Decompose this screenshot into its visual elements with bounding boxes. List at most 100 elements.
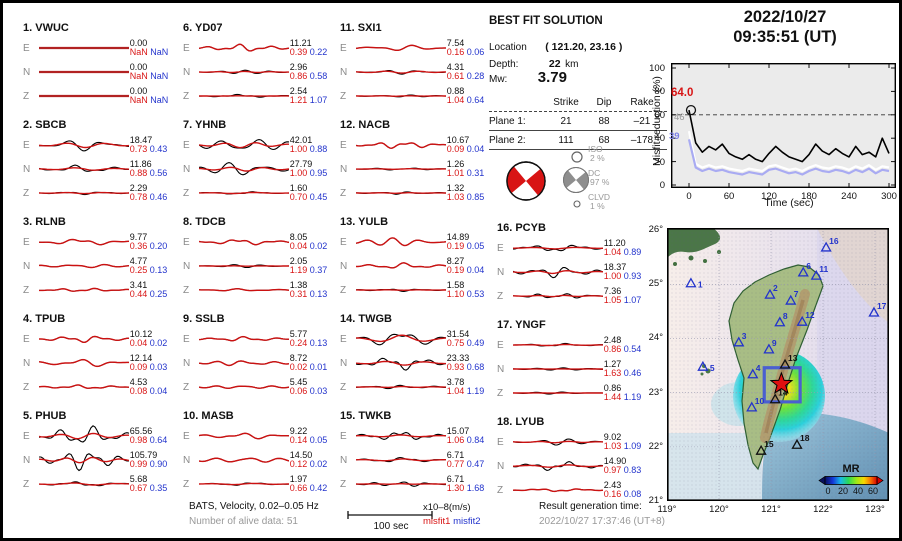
station-marker-16 [820,241,832,252]
synthetic-trace [198,432,289,440]
misfit1-value: 0.39 [289,47,308,57]
channel-label: Z [183,478,190,490]
synthetic-trace [512,488,603,493]
misfit1-value: 0.73 [129,144,148,154]
misfit-ytick-label: 100 [649,63,665,74]
waveform-trace [512,391,603,395]
waveform-trace [512,488,603,493]
station-title: 1. VWUC [23,22,69,34]
channel-values: 1.27 1.63 0.46 [603,359,649,379]
misfit1-value: 0.99 [129,459,148,469]
misfit1-value: NaN [129,47,148,57]
channel-row-TPUB-E: E 10.12 0.04 0.02 [23,327,175,351]
channel-label: Z [340,90,347,102]
channel-label: E [23,430,30,442]
synthetic-trace [512,269,603,275]
channel-values: 0.86 1.44 1.19 [604,383,649,403]
misfit2-value: NaN [150,95,169,105]
misfit2-value: 0.37 [309,265,328,275]
station-TWKB: 15. TWKB E 15.07 1.06 0.84 N 6.71 0.77 0.47 Z 6.… [340,405,492,496]
station-marker-13 [779,358,791,369]
plane2-label: Plane 2: [489,134,526,146]
col-dip: Dip [596,96,612,108]
station-number-label: 4 [756,363,761,373]
misfit2-value: 0.28 [466,71,485,81]
misfit-xtick-label: 180 [801,191,817,202]
colorbar-tick-label: 20 [838,486,848,496]
station-number-label: 15 [764,439,774,449]
synthetic-trace [38,263,129,269]
waveform-trace [38,191,129,196]
misfit-reduction-plot [671,63,896,188]
time-scalebar [347,511,433,519]
channel-values: 8.05 0.04 0.02 [290,232,335,252]
channel-label: N [23,454,31,466]
iso-component: ISO 2 % [588,145,605,163]
max-amplitude: 5.77 [289,328,308,339]
waveform-trace [38,263,129,269]
misfit1-value: 0.31 [289,289,308,299]
max-amplitude: 2.96 [289,61,308,72]
map-lon-label: 119° [657,504,677,515]
station-number-label: 8 [783,311,788,321]
misfit2-value: 0.42 [309,483,328,493]
misfit2-value: 0.88 [309,144,328,154]
channel-values: 2.48 0.86 0.54 [603,334,649,355]
misfit2-value: 0.43 [149,144,168,154]
map-lon-label: 121° [761,504,781,515]
max-amplitude: 4.31 [446,61,465,72]
channel-values: 10.12 0.04 0.02 [130,329,175,349]
station-marker-10 [746,401,758,412]
misfit1-value: 0.09 [446,144,465,154]
station-title: 13. YULB [340,216,389,228]
channel-row-SSLB-Z: Z 5.45 0.06 0.03 [183,375,335,399]
misfit2-value: NaN [150,47,169,57]
channel-values: 2.96 0.86 0.58 [289,61,335,82]
max-amplitude: 12.14 [129,352,153,363]
channel-row-TWGB-Z: Z 3.78 1.04 1.19 [340,375,492,399]
channel-values: 1.26 1.01 0.31 [447,159,492,179]
synthetic-trace [198,335,289,342]
channel-row-YHNB-N: N 27.79 1.00 0.95 [183,157,335,181]
channel-row-SXI1-N: N 4.31 0.61 0.28 [340,60,492,84]
channel-values: 5.68 0.67 0.35 [129,473,175,494]
waveform-trace [355,142,446,149]
waveform-trace [355,94,446,98]
station-marker-7 [785,294,797,305]
max-amplitude: 2.48 [603,334,622,345]
plane2-rake: –178 [630,134,654,146]
channel-row-SXI1-E: E 7.54 0.16 0.06 [340,36,492,60]
channel-label: Z [23,284,30,296]
misfit1-value: 1.04 [446,95,465,105]
synthetic-trace [512,440,603,444]
max-amplitude: 5.68 [129,473,148,484]
misfit1-value: 1.30 [446,483,465,493]
max-amplitude: 31.54 [446,328,470,339]
waveform-trace [355,481,446,487]
channel-row-TWGB-E: E 31.54 0.75 0.49 [340,327,492,351]
channel-values: 6.71 0.77 0.47 [447,450,492,470]
channel-values: 2.05 1.19 0.37 [290,256,335,276]
channel-label: N [340,260,348,272]
plane1-label: Plane 1: [489,115,526,127]
plane1-strike: 21 [560,115,572,127]
synthetic-trace [355,142,446,149]
channel-label: N [23,66,31,78]
station-number-label: 9 [772,338,777,348]
channel-label: Z [497,484,504,496]
dc-component: DC 97 % [588,169,609,187]
misfit2-value: 0.13 [149,265,168,275]
station-number-label: 17 [877,301,887,311]
amplitude-units: x10–8(m/s) [423,502,471,513]
station-title: 9. SSLB [183,313,225,325]
misfit1-value: 1.63 [603,368,622,378]
station-title: 16. PCYB [497,222,546,234]
waveform-column-3: 11. SXI1 E 7.54 0.16 0.06 N 4.31 0.61 0.28 Z 0.8… [340,17,492,502]
station-SBCB: 2. SBCB E 18.47 0.73 0.43 N 11.86 0.88 0.56 Z 2.… [23,114,175,205]
channel-values: 2.54 1.21 1.07 [290,86,335,106]
channel-row-TDCB-E: E 8.05 0.04 0.02 [183,230,335,254]
station-marker-2 [764,288,776,299]
misfit2-value: 0.83 [623,465,642,475]
station-NACB: 12. NACB E 10.67 0.09 0.04 N 1.26 1.01 0.31 Z 1.… [340,114,492,205]
waveform-trace [38,46,129,50]
